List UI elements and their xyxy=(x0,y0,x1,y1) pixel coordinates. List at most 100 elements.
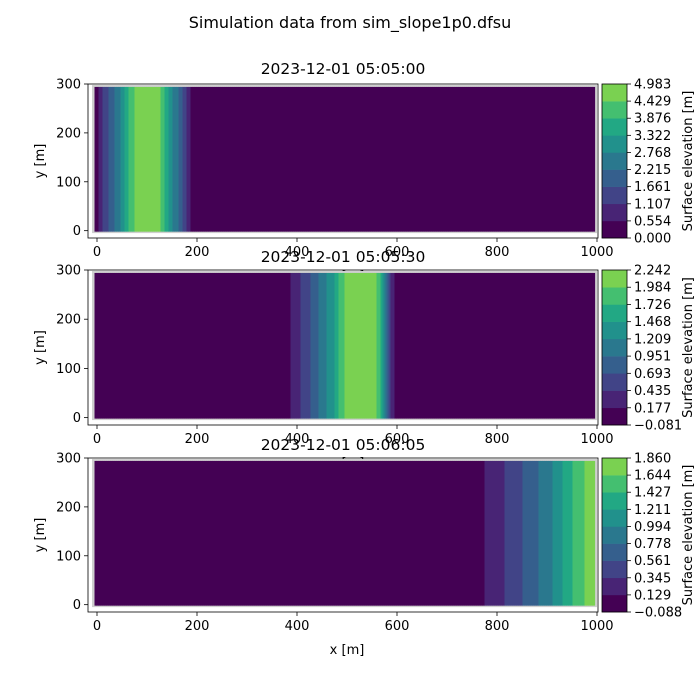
field-cell xyxy=(562,272,566,419)
field-cell xyxy=(582,86,586,232)
field-cell xyxy=(114,272,118,419)
colorbar-tick-label: 2.768 xyxy=(634,146,671,161)
field-cell xyxy=(262,460,266,606)
field-cell xyxy=(216,272,220,419)
field-cell xyxy=(132,272,136,419)
field-cell xyxy=(416,460,420,606)
field-cell xyxy=(296,86,300,232)
field-cell xyxy=(526,86,530,232)
field-cell xyxy=(550,86,554,232)
field-cell xyxy=(538,460,542,606)
field-cell xyxy=(228,86,232,232)
field-cell xyxy=(196,460,200,606)
field-cell xyxy=(134,460,138,606)
field-cell xyxy=(384,460,388,606)
colorbar-band xyxy=(602,118,627,136)
x-tick-label: 1000 xyxy=(580,432,613,447)
field-cell xyxy=(482,272,486,419)
field-cell xyxy=(284,460,288,606)
field-cell xyxy=(532,86,536,232)
field-cell xyxy=(326,272,330,419)
field-cell xyxy=(368,460,372,606)
field-cell xyxy=(520,272,524,419)
field-cell xyxy=(146,460,150,606)
field-cell xyxy=(540,272,544,419)
field-cell xyxy=(220,460,224,606)
field-cell xyxy=(402,460,406,606)
field-cell xyxy=(132,86,136,232)
field-cell xyxy=(220,272,224,419)
field-cell xyxy=(152,272,156,419)
field-cell xyxy=(570,86,574,232)
field-cell xyxy=(276,86,280,232)
colorbar-band xyxy=(602,475,627,493)
field-cell xyxy=(342,272,346,419)
field-cell xyxy=(530,460,534,606)
field-cell xyxy=(432,460,436,606)
field-cell xyxy=(160,272,164,419)
x-tick-label: 200 xyxy=(185,432,210,447)
field-cell xyxy=(282,86,286,232)
field-cell xyxy=(574,460,578,606)
field-cell xyxy=(570,460,574,606)
field-cell xyxy=(136,272,140,419)
field-cell xyxy=(348,460,352,606)
field-cell xyxy=(346,272,350,419)
field-cell xyxy=(106,460,110,606)
field-cell xyxy=(474,272,478,419)
field-cell xyxy=(354,460,358,606)
field-cell xyxy=(226,272,230,419)
field-cell xyxy=(188,272,192,419)
field-cell xyxy=(224,272,228,419)
field-cell xyxy=(414,272,418,419)
field-cell xyxy=(200,272,204,419)
colorbar-band xyxy=(602,304,627,322)
field-cell xyxy=(400,460,404,606)
field-cell xyxy=(244,86,248,232)
field-cell xyxy=(242,86,246,232)
field-cell xyxy=(518,460,522,606)
field-cell xyxy=(554,460,558,606)
field-cell xyxy=(566,86,570,232)
field-cell xyxy=(530,272,534,419)
field-cell xyxy=(334,272,338,419)
x-tick-label: 400 xyxy=(285,619,310,634)
field-cell xyxy=(172,460,176,606)
field-cell xyxy=(182,460,186,606)
field-cell xyxy=(438,86,442,232)
field-cell xyxy=(98,272,102,419)
x-tick-label: 1000 xyxy=(580,245,613,260)
field-cell xyxy=(496,272,500,419)
field-cell xyxy=(138,86,142,232)
field-cell xyxy=(364,272,368,419)
field-cell xyxy=(484,86,488,232)
field-cell xyxy=(480,86,484,232)
field-cell xyxy=(386,86,390,232)
field-cell xyxy=(276,460,280,606)
colorbar-tick-label: 1.209 xyxy=(634,332,671,347)
field-cell xyxy=(568,86,572,232)
field-cell xyxy=(260,460,264,606)
field-cell xyxy=(258,460,262,606)
field-cell xyxy=(232,86,236,232)
field-cell xyxy=(588,86,592,232)
field-cell xyxy=(444,272,448,419)
field-cell xyxy=(316,272,320,419)
field-cell xyxy=(186,86,190,232)
field-cell xyxy=(394,86,398,232)
x-tick-label: 400 xyxy=(285,245,310,260)
field-cell xyxy=(158,86,162,232)
colorbar-tick-label: 0.177 xyxy=(634,401,671,416)
field-cell xyxy=(252,460,256,606)
field-cell xyxy=(224,460,228,606)
field-cell xyxy=(424,272,428,419)
field-cell xyxy=(458,86,462,232)
field-cell xyxy=(418,86,422,232)
field-cell xyxy=(460,272,464,419)
field-cell xyxy=(346,460,350,606)
field-cell xyxy=(396,272,400,419)
field-cell xyxy=(264,460,268,606)
field-cell xyxy=(116,86,120,232)
colorbar-label: Surface elevation [m] xyxy=(681,277,696,418)
